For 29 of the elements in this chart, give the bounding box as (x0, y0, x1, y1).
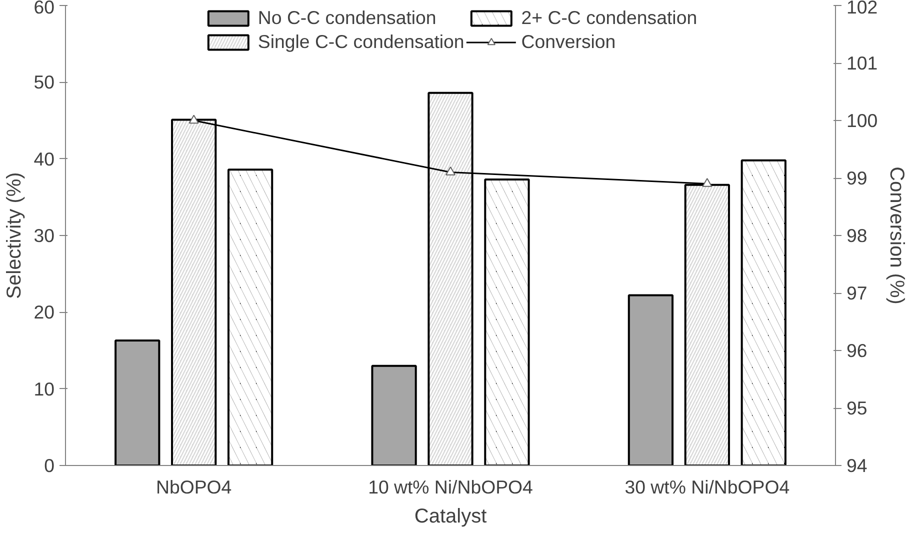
y2-tick-label: 96 (846, 340, 868, 361)
y-tick-label: 20 (34, 302, 55, 323)
legend-label: 2+ C-C condensation (521, 7, 698, 29)
legend-label: Single C-C condensation (258, 31, 464, 53)
y-tick-label: 30 (34, 225, 55, 246)
y2-tick-label: 94 (846, 455, 868, 476)
y2-tick-label: 97 (846, 282, 868, 304)
y2-tick-label: 102 (846, 0, 878, 18)
bar (628, 294, 674, 466)
legend-label: No C-C condensation (258, 7, 436, 29)
x-tick-label: 10 wt% Ni/NbOPO4 (368, 476, 533, 498)
y-axis-title: Selectivity (%) (4, 172, 26, 299)
y2-tick-label: 101 (846, 52, 878, 74)
y-tick-label: 50 (34, 72, 55, 93)
x-tick-label: 30 wt% Ni/NbOPO4 (624, 476, 790, 498)
y2-tick-label: 99 (846, 168, 868, 188)
y-tick-label: 60 (34, 0, 55, 18)
y2-tick-label: 95 (846, 398, 868, 418)
y2-axis-title: Conversion (%) (886, 166, 908, 304)
legend-label: Conversion (521, 31, 616, 53)
y-tick-label: 0 (44, 455, 55, 476)
x-axis-title: Catalyst (414, 506, 488, 528)
y2-tick-label: 98 (846, 225, 868, 246)
bar (371, 364, 417, 466)
y-tick-label: 40 (34, 148, 55, 170)
x-tick-label: NbOPO4 (156, 476, 232, 498)
bar (114, 340, 160, 466)
y2-tick-label: 100 (846, 110, 878, 131)
y-tick-label: 10 (34, 378, 55, 400)
